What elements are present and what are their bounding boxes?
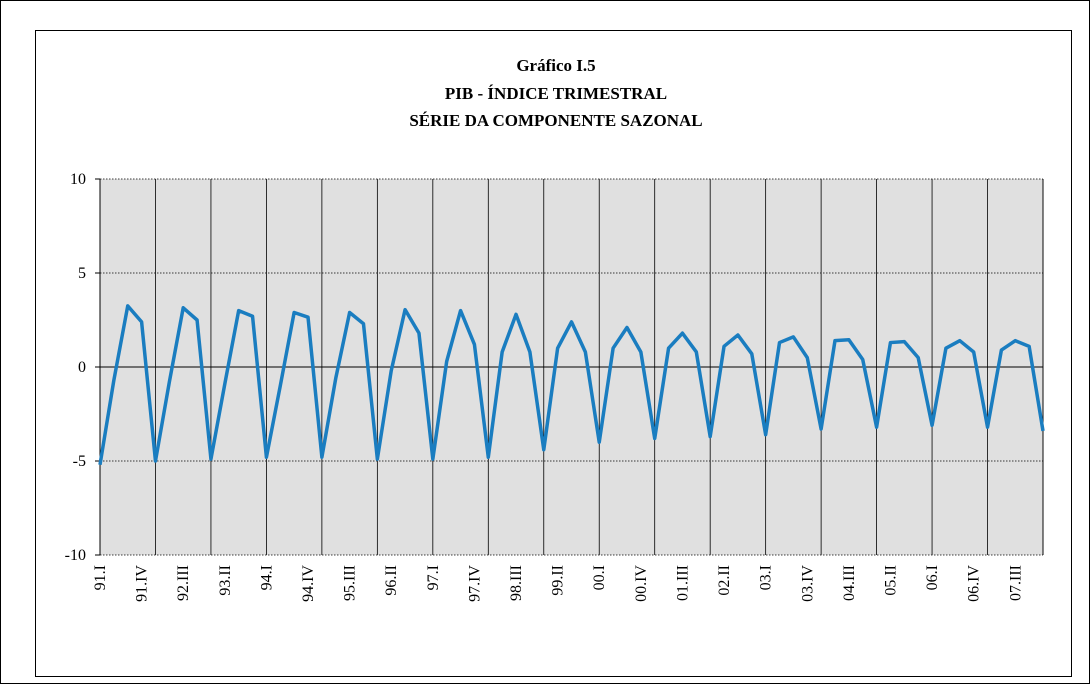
x-tick-label: 92.III: [175, 565, 192, 601]
data-line: [98, 304, 1045, 466]
x-tick-label: 96.II: [383, 565, 400, 596]
x-tick-label: 02.II: [716, 565, 733, 596]
x-tick-label: 99.II: [550, 565, 567, 596]
x-tick-label: 97.I: [425, 565, 442, 590]
x-tick-label: 07.III: [1007, 565, 1024, 601]
x-tick-label: 06.I: [924, 565, 941, 590]
y-tick-label: 0: [78, 359, 86, 376]
x-tick-label: 00.I: [591, 565, 608, 590]
x-tick-label: 93.II: [217, 565, 234, 596]
x-tick-label: 94.IV: [300, 565, 317, 602]
x-tick-label: 91.IV: [134, 565, 151, 602]
y-tick-label: -10: [65, 547, 86, 564]
x-tick-label: 00.IV: [633, 565, 650, 602]
x-tick-label: 03.IV: [799, 565, 816, 602]
chart-title: Gráfico I.5: [516, 56, 595, 75]
x-tick-label: 03.I: [758, 565, 775, 590]
x-tick-label: 91.I: [92, 565, 109, 590]
x-tick-label: 01.III: [674, 565, 691, 601]
x-tick-label: 06.IV: [966, 565, 983, 602]
x-tick-label: 97.IV: [466, 565, 483, 602]
x-tick-label: 05.II: [882, 565, 899, 596]
chart-subtitle: PIB - ÍNDICE TRIMESTRAL: [445, 84, 667, 103]
x-tick-label: 95.III: [342, 565, 359, 601]
y-tick-label: -5: [73, 453, 86, 470]
x-tick-label: 94.I: [258, 565, 275, 590]
y-tick-label: 10: [70, 171, 86, 188]
y-tick-label: 5: [78, 265, 86, 282]
x-tick-label: 04.III: [841, 565, 858, 601]
x-tick-label: 98.III: [508, 565, 525, 601]
chart-subtitle: SÉRIE DA COMPONENTE SAZONAL: [409, 111, 702, 130]
